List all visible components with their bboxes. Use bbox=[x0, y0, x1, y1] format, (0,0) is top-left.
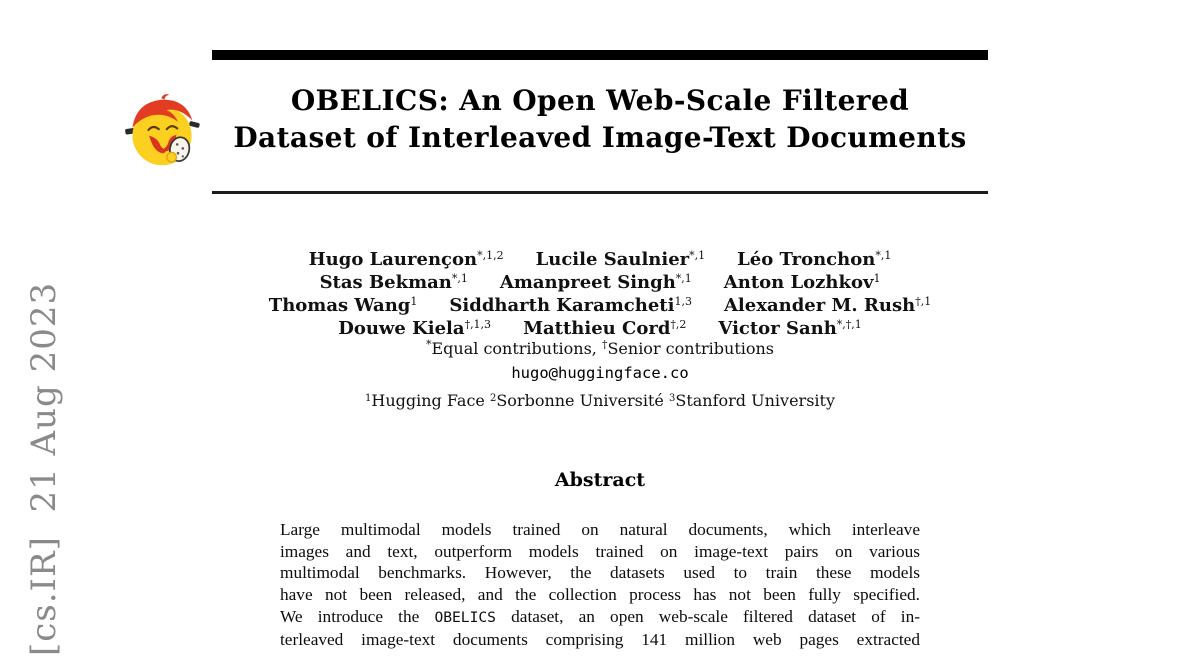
note-text: Senior contributions bbox=[607, 339, 775, 358]
abstract-text: have not been released, and the collecti… bbox=[280, 585, 920, 605]
author-name: Thomas Wang1 bbox=[268, 295, 418, 316]
obelics-logo bbox=[119, 90, 205, 170]
author-row: Douwe Kiela†,1,3 Matthieu Cord†,2 Victor S… bbox=[162, 313, 1038, 339]
abstract-line: terleaved image-text documents comprisin… bbox=[280, 629, 920, 651]
author-superscript: *,1 bbox=[689, 249, 706, 262]
author-superscript: 1 bbox=[410, 295, 418, 308]
author-name: Matthieu Cord†,2 bbox=[523, 318, 687, 339]
contribution-note: *Equal contributions, †Senior contributi… bbox=[212, 338, 988, 358]
abstract-text: images and text, outperform models train… bbox=[280, 541, 920, 561]
affiliation-number: 3 bbox=[668, 393, 676, 404]
abstract-line: Large multimodal models trained on natur… bbox=[280, 519, 920, 541]
author-name: Stas Bekman*,1 bbox=[319, 272, 468, 293]
paper-title-line2: Dataset of Interleaved Image-Text Docume… bbox=[233, 121, 967, 154]
affiliation-number: 1 bbox=[365, 393, 372, 404]
abstract-line: multimodal benchmarks. However, the data… bbox=[280, 562, 920, 584]
title-rule-top bbox=[212, 50, 988, 60]
authors-rows: Hugo Laurençon*,1,2 Lucile Saulnier*,1 Léo… bbox=[162, 244, 1038, 339]
abstract-text: Large multimodal models trained on natur… bbox=[280, 520, 920, 539]
author-name: Amanpreet Singh*,1 bbox=[499, 272, 692, 293]
affiliation-name: Hugging Face bbox=[371, 391, 490, 410]
affiliation-name: Sorbonne Université bbox=[496, 391, 669, 410]
author-name: Siddharth Karamcheti1,3 bbox=[449, 295, 692, 316]
author-superscript: †,1 bbox=[915, 295, 932, 308]
paper-title: OBELICS: An Open Web-Scale Filtered Data… bbox=[212, 82, 988, 156]
obelix-emoji-icon bbox=[125, 94, 200, 166]
author-row: Hugo Laurençon*,1,2 Lucile Saulnier*,1 Léo… bbox=[162, 244, 1038, 270]
author-name: Victor Sanh*,†,1 bbox=[718, 318, 862, 339]
author-name: Lucile Saulnier*,1 bbox=[535, 249, 706, 270]
abstract-text: dataset, an open web-scale filtered data… bbox=[495, 606, 920, 626]
author-superscript: †,2 bbox=[670, 318, 687, 331]
author-superscript: 1 bbox=[873, 272, 881, 285]
dataset-name-mono: OBELICS bbox=[434, 608, 496, 626]
abstract-line: have not been released, and the collecti… bbox=[280, 584, 920, 606]
abstract-line: images and text, outperform models train… bbox=[280, 541, 920, 563]
author-superscript: *,†,1 bbox=[836, 318, 862, 331]
author-name: Anton Lozhkov1 bbox=[723, 272, 881, 293]
affiliation-name: Stanford University bbox=[675, 391, 835, 410]
affiliation-number: 2 bbox=[489, 393, 497, 404]
author-name: Léo Tronchon*,1 bbox=[737, 249, 892, 270]
author-row: Thomas Wang1 Siddharth Karamcheti1,3 Alexa… bbox=[162, 290, 1038, 316]
abstract-heading: Abstract bbox=[554, 469, 646, 491]
author-superscript: *,1 bbox=[675, 272, 692, 285]
author-name: Douwe Kiela†,1,3 bbox=[338, 318, 492, 339]
title-rule-bottom bbox=[212, 191, 988, 194]
author-superscript: †,1,3 bbox=[464, 318, 492, 331]
author-superscript: 1,3 bbox=[674, 295, 692, 308]
author-superscript: *,1 bbox=[451, 272, 468, 285]
note-symbol: † bbox=[601, 338, 608, 351]
arxiv-sidebar-watermark: [cs.IR] 21 Aug 2023 bbox=[24, 281, 64, 656]
abstract-text: We introduce the bbox=[280, 606, 435, 626]
author-row: Stas Bekman*,1 Amanpreet Singh*,1 Anton Lo… bbox=[162, 267, 1038, 293]
author-superscript: *,1,2 bbox=[477, 249, 504, 262]
abstract-line: We introduce the OBELICS dataset, an ope… bbox=[280, 606, 920, 629]
author-superscript: *,1 bbox=[875, 249, 892, 262]
contact-email: hugo@huggingface.co bbox=[511, 364, 689, 382]
note-text: Equal contributions, bbox=[431, 339, 602, 358]
note-symbol: * bbox=[425, 338, 432, 351]
author-name: Hugo Laurençon*,1,2 bbox=[308, 249, 504, 270]
affiliations-line: 1Hugging Face 2Sorbonne Université 3Stan… bbox=[212, 391, 988, 410]
abstract-body: Large multimodal models trained on natur… bbox=[280, 519, 920, 650]
author-name: Alexander M. Rush†,1 bbox=[723, 295, 932, 316]
paper-title-line1: OBELICS: An Open Web-Scale Filtered bbox=[290, 84, 910, 117]
abstract-text: multimodal benchmarks. However, the data… bbox=[280, 563, 920, 583]
abstract-text: terleaved image-text documents comprisin… bbox=[280, 629, 920, 649]
